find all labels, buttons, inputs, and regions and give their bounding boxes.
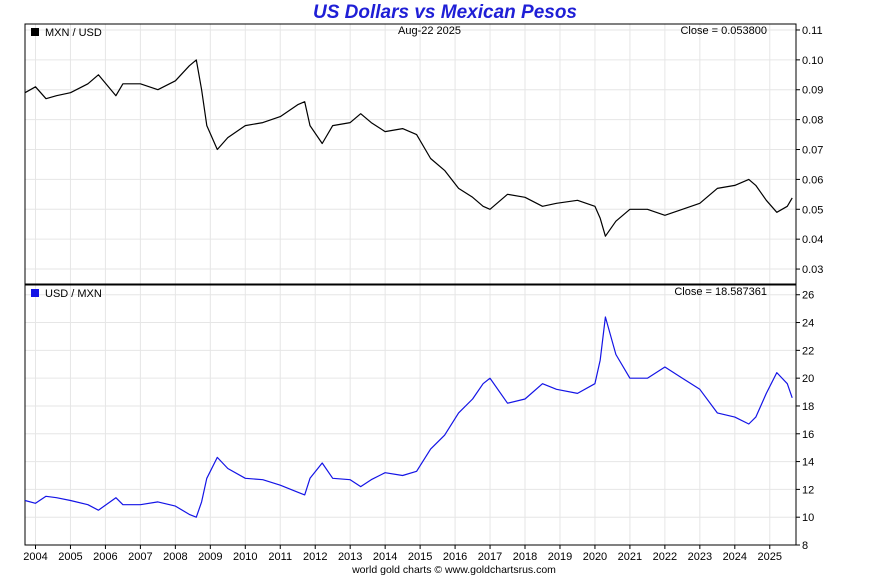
x-tick-label: 2025 xyxy=(758,551,782,563)
x-tick-label: 2005 xyxy=(58,551,82,563)
x-tick-label: 2013 xyxy=(338,551,362,563)
panel-usd-mxn: 26 24 22 20 18 16 14 12 10 8 USD / MXN Close = 18.5… xyxy=(24,284,814,552)
x-tick-label: 2008 xyxy=(163,551,187,563)
x-tick-label: 2009 xyxy=(198,551,222,563)
footer-credit: world gold charts © www.goldchartsrus.co… xyxy=(351,564,556,575)
y-tick-label: 0.04 xyxy=(802,234,823,246)
x-tick-label: 2011 xyxy=(268,551,292,563)
legend-swatch xyxy=(31,289,39,297)
close-label: Close = 18.587361 xyxy=(674,286,767,298)
y-tick-label: 12 xyxy=(802,484,814,496)
x-tick-label: 2024 xyxy=(723,551,747,563)
y-tick-label: 24 xyxy=(802,318,814,330)
x-tick-label: 2017 xyxy=(478,551,502,563)
x-tick-label: 2015 xyxy=(408,551,432,563)
x-tick-label: 2023 xyxy=(688,551,712,563)
x-tick-label: 2016 xyxy=(443,551,467,563)
y-tick-label: 8 xyxy=(802,540,808,552)
y-tick-label: 22 xyxy=(802,345,814,357)
y-tick-label: 18 xyxy=(802,401,814,413)
y-tick-label: 14 xyxy=(802,457,814,469)
y-tick-label: 20 xyxy=(802,373,814,385)
y-tick-label: 0.03 xyxy=(802,264,823,276)
legend-swatch xyxy=(31,28,39,36)
y-tick-label: 10 xyxy=(802,512,814,524)
legend-label: MXN / USD xyxy=(45,27,102,39)
y-tick-label: 16 xyxy=(802,429,814,441)
x-tick-label: 2006 xyxy=(93,551,117,563)
legend-label: USD / MXN xyxy=(45,288,102,300)
x-tick-label: 2019 xyxy=(548,551,572,563)
x-tick-label: 2007 xyxy=(128,551,152,563)
x-tick-label: 2010 xyxy=(233,551,257,563)
close-label: Close = 0.053800 xyxy=(680,25,767,37)
y-tick-label: 0.07 xyxy=(802,145,823,157)
x-tick-label: 2020 xyxy=(583,551,607,563)
y-tick-label: 0.06 xyxy=(802,174,823,186)
x-tick-label: 2018 xyxy=(513,551,537,563)
x-tick-label: 2012 xyxy=(303,551,327,563)
chart-title: US Dollars vs Mexican Pesos xyxy=(312,2,577,23)
y-tick-label: 0.09 xyxy=(802,85,823,97)
panel-mxn-usd: 0.11 0.10 0.09 0.08 0.07 0.06 0.05 0.04 0.03 MXN … xyxy=(24,23,823,285)
date-label: Aug-22 2025 xyxy=(398,25,461,37)
series-line xyxy=(24,316,793,518)
x-tick-label: 2022 xyxy=(653,551,677,563)
y-tick-label: 0.10 xyxy=(802,55,823,67)
plot-frame xyxy=(24,284,797,546)
x-axis: 2004 2005 2006 2007 2008 2009 2010 2011 2012 2013… xyxy=(23,545,782,563)
x-tick-label: 2004 xyxy=(23,551,47,563)
x-tick-label: 2014 xyxy=(373,551,397,563)
y-tick-label: 26 xyxy=(802,290,814,302)
series-line xyxy=(24,59,793,237)
y-tick-label: 0.11 xyxy=(802,25,823,37)
y-tick-label: 0.05 xyxy=(802,204,823,216)
y-tick-label: 0.08 xyxy=(802,115,823,127)
x-tick-label: 2021 xyxy=(618,551,642,563)
plot-frame xyxy=(24,23,797,285)
